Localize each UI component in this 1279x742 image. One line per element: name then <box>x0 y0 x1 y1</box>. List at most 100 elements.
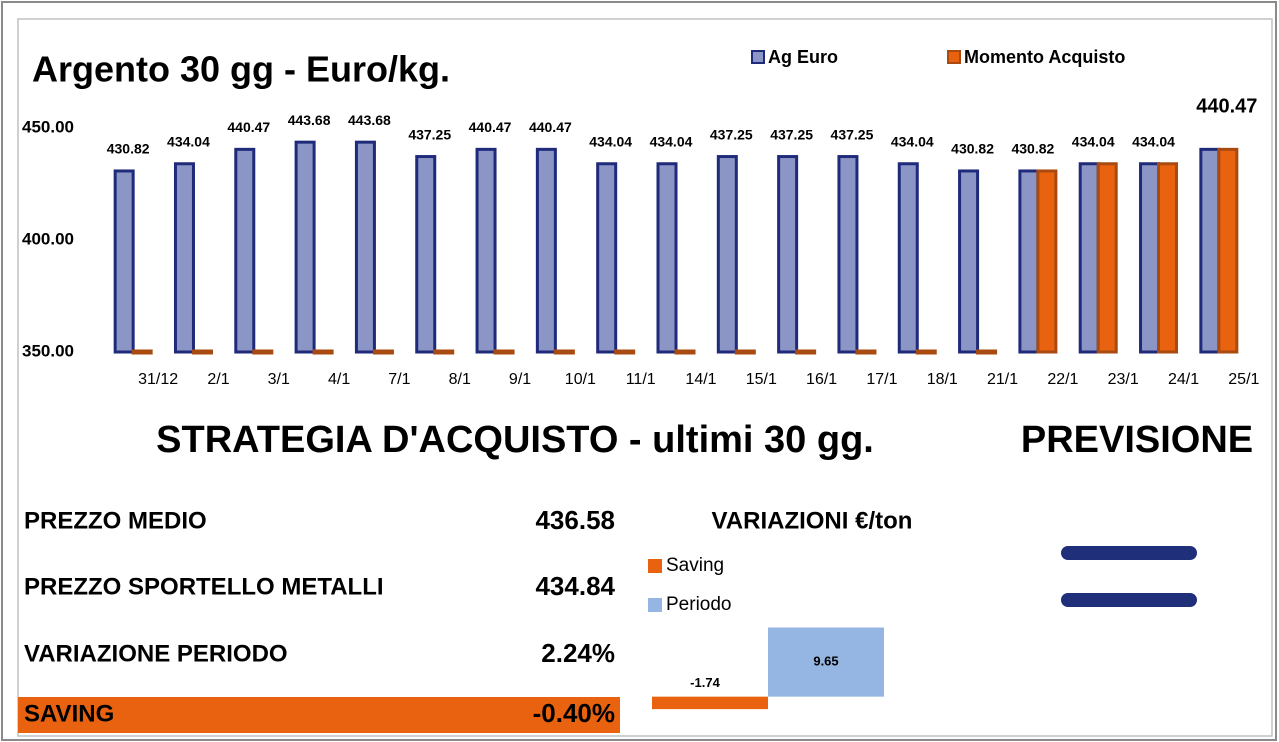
x-tick-label: 25/1 <box>1228 371 1259 388</box>
bar <box>415 155 437 354</box>
bar <box>1036 169 1058 354</box>
bar <box>354 140 376 354</box>
data-label: 437.25 <box>770 126 813 142</box>
bar <box>656 162 678 354</box>
row-value: 436.58 <box>535 505 615 535</box>
bar <box>614 349 636 355</box>
x-tick-label: 9/1 <box>509 371 531 388</box>
highlight-row <box>18 697 620 733</box>
bar <box>131 349 153 355</box>
bar <box>855 349 877 355</box>
row-label: PREZZO MEDIO <box>24 507 207 534</box>
bar <box>1139 162 1161 354</box>
row-value: -0.40% <box>533 698 615 728</box>
bar <box>976 349 998 355</box>
data-label: 437.25 <box>710 126 753 142</box>
data-label: 434.04 <box>1132 133 1175 149</box>
x-tick-label: 8/1 <box>449 371 471 388</box>
x-tick-label: 2/1 <box>207 371 229 388</box>
bar <box>173 162 195 354</box>
inner-frame <box>17 18 1273 737</box>
row-label: SAVING <box>24 700 114 727</box>
x-tick-label: 17/1 <box>866 371 897 388</box>
bar <box>234 147 256 354</box>
data-label: 430.82 <box>107 141 150 157</box>
data-label: 434.04 <box>589 133 632 149</box>
x-tick-label: 16/1 <box>806 371 837 388</box>
y-tick-label: 400.00 <box>22 229 74 248</box>
x-tick-label: 4/1 <box>328 371 350 388</box>
x-tick-label: 22/1 <box>1047 371 1078 388</box>
data-label: 434.04 <box>891 133 934 149</box>
bar <box>493 349 515 355</box>
forecast-title: PREVISIONE <box>1021 419 1253 461</box>
bar <box>596 162 618 354</box>
data-label: 443.68 <box>348 112 391 128</box>
legend-label: Saving <box>666 555 724 576</box>
x-tick-label: 24/1 <box>1168 371 1199 388</box>
data-label: 440.47 <box>1196 96 1257 118</box>
bar <box>1217 147 1239 354</box>
x-tick-label: 31/12 <box>138 371 178 388</box>
bar <box>535 147 557 354</box>
bar <box>1078 162 1100 354</box>
bar <box>958 169 980 354</box>
mini-chart-title: VARIAZIONI €/ton <box>712 507 913 534</box>
data-label: 434.04 <box>1072 133 1115 149</box>
legend-swatch <box>648 559 662 573</box>
row-value: 434.84 <box>535 571 615 601</box>
section-title: STRATEGIA D'ACQUISTO - ultimi 30 gg. <box>156 419 874 461</box>
bar <box>312 349 334 355</box>
data-label: 434.04 <box>167 133 210 149</box>
bar <box>1157 162 1179 354</box>
legend-label: Momento Acquisto <box>964 47 1125 67</box>
x-tick-label: 18/1 <box>927 371 958 388</box>
bar <box>1096 162 1118 354</box>
data-label: 443.68 <box>288 112 331 128</box>
bar <box>897 162 919 354</box>
bar <box>113 169 135 354</box>
bar <box>475 147 497 354</box>
bar <box>777 155 799 354</box>
bar <box>652 696 768 710</box>
x-tick-label: 21/1 <box>987 371 1018 388</box>
bar <box>553 349 575 355</box>
bar <box>252 349 274 355</box>
x-tick-label: 14/1 <box>685 371 716 388</box>
x-tick-label: 10/1 <box>565 371 596 388</box>
data-label: 430.82 <box>1011 141 1054 157</box>
bar <box>372 349 394 355</box>
y-tick-label: 450.00 <box>22 117 74 136</box>
data-label: 434.04 <box>650 133 693 149</box>
data-label: 437.25 <box>408 126 451 142</box>
x-tick-label: 15/1 <box>746 371 777 388</box>
bar <box>294 140 316 354</box>
data-label: 437.25 <box>831 126 874 142</box>
data-label: 440.47 <box>529 119 572 135</box>
legend-label: Periodo <box>666 594 732 615</box>
bar <box>795 349 817 355</box>
bar <box>674 349 696 355</box>
data-label: 440.47 <box>227 119 270 135</box>
legend-swatch <box>947 50 961 64</box>
row-value: 2.24% <box>541 638 615 668</box>
legend-label: Ag Euro <box>768 47 838 67</box>
bar <box>191 349 213 355</box>
bar <box>915 349 937 355</box>
data-label: 440.47 <box>469 119 512 135</box>
data-label: 9.65 <box>813 654 838 669</box>
chart-title: Argento 30 gg - Euro/kg. <box>32 49 450 90</box>
bar <box>716 155 738 354</box>
bar <box>768 627 884 697</box>
legend-swatch <box>648 598 662 612</box>
data-label: 430.82 <box>951 141 994 157</box>
x-tick-label: 11/1 <box>626 371 656 388</box>
bar <box>1199 147 1221 354</box>
bar <box>734 349 756 355</box>
x-tick-label: 3/1 <box>268 371 290 388</box>
row-label: PREZZO SPORTELLO METALLI <box>24 573 384 600</box>
x-tick-label: 7/1 <box>388 371 410 388</box>
